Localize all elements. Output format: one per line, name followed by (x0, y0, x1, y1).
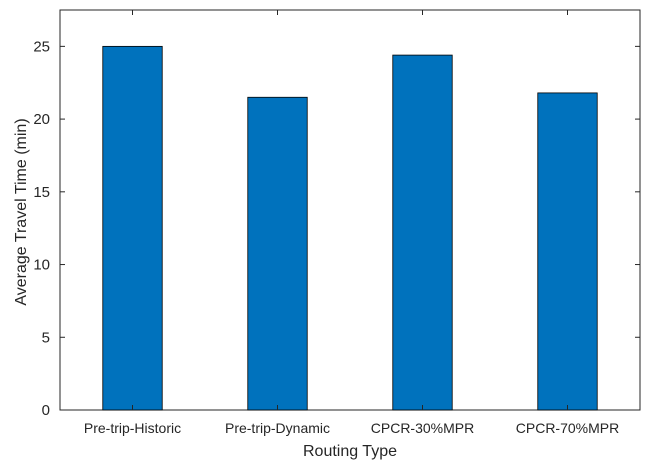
y-axis-ticks: 0 5 10 15 20 25 (33, 38, 640, 419)
x-tick-label: Pre-trip-Dynamic (225, 420, 330, 436)
x-axis-ticks: Pre-trip-Historic Pre-trip-Dynamic CPCR-30… (84, 10, 619, 436)
bar-cpcr-70-mpr (537, 92, 598, 411)
y-tick-label: 0 (42, 402, 50, 419)
plot-area-border (59, 9, 641, 411)
bar-pre-trip-historic (102, 45, 163, 411)
y-tick-label: 10 (33, 257, 50, 274)
x-tick-label: Pre-trip-Historic (84, 420, 181, 436)
y-axis-label: Average Travel Time (min) (13, 118, 30, 305)
x-tick-label: CPCR-70%MPR (516, 420, 619, 436)
y-tick-label: 5 (42, 329, 50, 346)
y-tick-label: 15 (33, 184, 50, 201)
bar-pre-trip-dynamic (247, 96, 308, 411)
bar-cpcr-30-mpr (392, 54, 453, 411)
x-axis-label: Routing Type (303, 443, 397, 460)
axes-frame (59, 9, 641, 411)
bars-group (102, 45, 598, 411)
x-tick-label: CPCR-30%MPR (371, 420, 474, 436)
y-tick-label: 25 (33, 38, 50, 55)
y-tick-label: 20 (33, 111, 50, 128)
